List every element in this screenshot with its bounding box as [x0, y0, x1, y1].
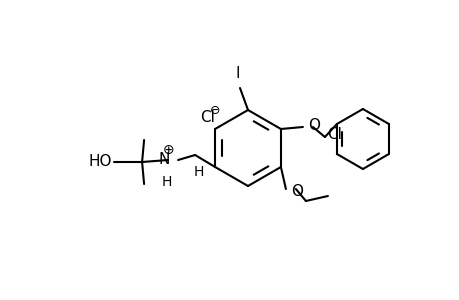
Text: O: O	[290, 184, 302, 199]
Text: I: I	[235, 66, 240, 81]
Text: ⊕: ⊕	[162, 143, 174, 157]
Text: H: H	[194, 165, 204, 179]
Text: HO: HO	[89, 154, 112, 169]
Text: H: H	[162, 175, 172, 189]
Text: O: O	[307, 118, 319, 133]
Text: N: N	[158, 152, 170, 167]
Text: Cl: Cl	[200, 110, 214, 125]
Text: ⊖: ⊖	[209, 103, 220, 116]
Text: Cl: Cl	[327, 127, 341, 142]
